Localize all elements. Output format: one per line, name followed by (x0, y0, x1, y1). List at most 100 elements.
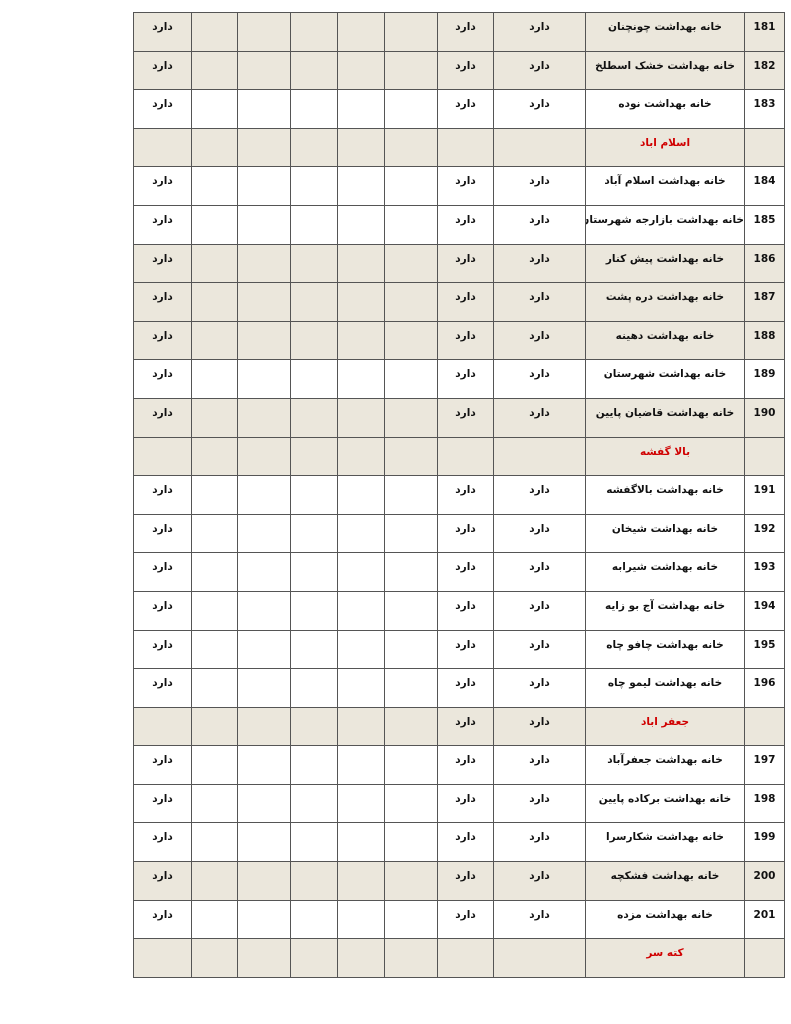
empty-cell (191, 282, 238, 322)
empty-cell (237, 861, 291, 901)
status-cell (133, 706, 192, 747)
number-cell: 193 (744, 552, 785, 592)
status-cell: دارد (493, 706, 586, 747)
status-cell: دارد (493, 552, 586, 592)
empty-cell (237, 243, 291, 284)
table-row: دارد دارد دارد خانه بهداشت بازارجه شهرستان 1… (133, 204, 785, 245)
status-cell (493, 938, 586, 978)
empty-cell (191, 668, 238, 708)
status-cell: دارد (133, 397, 192, 438)
number-cell: 181 (744, 12, 785, 52)
status-cell: دارد (493, 282, 586, 322)
empty-cell (290, 166, 338, 206)
number-cell: 201 (744, 899, 785, 940)
table-row: دارد دارد دارد خانه بهداشت برکاده پایین 198 (133, 783, 785, 824)
empty-cell (337, 938, 385, 978)
name-cell: خانه بهداشت شهرستان (585, 359, 745, 399)
section-title: کته سر (585, 938, 745, 978)
empty-cell (290, 89, 338, 129)
empty-cell (191, 513, 238, 554)
empty-cell (191, 127, 238, 168)
name-cell: خانه بهداشت فشکچه (585, 861, 745, 901)
empty-cell (384, 243, 438, 284)
status-cell: دارد (493, 50, 586, 91)
empty-cell (237, 629, 291, 670)
status-cell (437, 938, 494, 978)
number-cell: 183 (744, 89, 785, 129)
empty-cell (290, 397, 338, 438)
number-cell: 190 (744, 397, 785, 438)
empty-cell (191, 938, 238, 978)
status-cell: دارد (437, 166, 494, 206)
table-row: دارد دارد دارد خانه بهداشت نوده 183 (133, 89, 785, 129)
status-cell: دارد (133, 629, 192, 670)
status-cell: دارد (133, 475, 192, 515)
status-cell: دارد (133, 50, 192, 91)
status-cell: دارد (133, 89, 192, 129)
status-cell: دارد (437, 397, 494, 438)
status-cell: دارد (437, 320, 494, 361)
number-cell: 187 (744, 282, 785, 322)
empty-cell (384, 668, 438, 708)
empty-cell (237, 89, 291, 129)
empty-cell (337, 668, 385, 708)
empty-cell (191, 475, 238, 515)
status-cell (133, 436, 192, 477)
status-cell: دارد (493, 204, 586, 245)
empty-cell (191, 204, 238, 245)
empty-cell (337, 552, 385, 592)
table-body: دارد دارد دارد خانه بهداشت چونچنان 181 دارد دا… (133, 12, 785, 978)
table-row: دارد دارد دارد خانه بهداشت پیش کنار 186 (133, 243, 785, 284)
status-cell: دارد (437, 50, 494, 91)
empty-cell (384, 475, 438, 515)
empty-cell (290, 127, 338, 168)
empty-cell (337, 89, 385, 129)
empty-cell (337, 899, 385, 940)
status-cell: دارد (437, 706, 494, 747)
name-cell: خانه بهداشت چونچنان (585, 12, 745, 52)
status-cell: دارد (437, 12, 494, 52)
status-cell: دارد (133, 12, 192, 52)
status-cell: دارد (437, 668, 494, 708)
empty-cell (384, 745, 438, 785)
number-cell (744, 706, 785, 747)
empty-cell (337, 282, 385, 322)
empty-cell (290, 12, 338, 52)
status-cell: دارد (493, 899, 586, 940)
status-cell: دارد (133, 243, 192, 284)
empty-cell (384, 127, 438, 168)
empty-cell (337, 475, 385, 515)
status-cell (493, 127, 586, 168)
name-cell: خانه بهداشت لیمو چاه (585, 668, 745, 708)
empty-cell (384, 204, 438, 245)
name-cell: خانه بهداشت پیش کنار (585, 243, 745, 284)
empty-cell (237, 745, 291, 785)
status-cell: دارد (493, 359, 586, 399)
table-row: دارد دارد دارد خانه بهداشت خشک اسطلخ 182 (133, 50, 785, 91)
empty-cell (384, 629, 438, 670)
empty-cell (237, 359, 291, 399)
status-cell: دارد (493, 822, 586, 863)
empty-cell (384, 861, 438, 901)
empty-cell (290, 243, 338, 284)
table-row: دارد دارد دارد خانه بهداشت لیمو چاه 196 (133, 668, 785, 708)
empty-cell (237, 282, 291, 322)
status-cell: دارد (133, 513, 192, 554)
status-cell: دارد (133, 783, 192, 824)
empty-cell (337, 166, 385, 206)
empty-cell (384, 822, 438, 863)
table-row: دارد دارد دارد خانه بهداشت جعفرآباد 197 (133, 745, 785, 785)
status-cell: دارد (437, 783, 494, 824)
table-row: دارد دارد دارد خانه بهداشت شیخان 192 (133, 513, 785, 554)
empty-cell (337, 822, 385, 863)
empty-cell (191, 822, 238, 863)
empty-cell (290, 783, 338, 824)
status-cell (133, 938, 192, 978)
empty-cell (337, 127, 385, 168)
status-cell: دارد (493, 320, 586, 361)
section-row: اسلام اباد (133, 127, 785, 168)
empty-cell (191, 552, 238, 592)
status-cell: دارد (493, 513, 586, 554)
empty-cell (191, 397, 238, 438)
